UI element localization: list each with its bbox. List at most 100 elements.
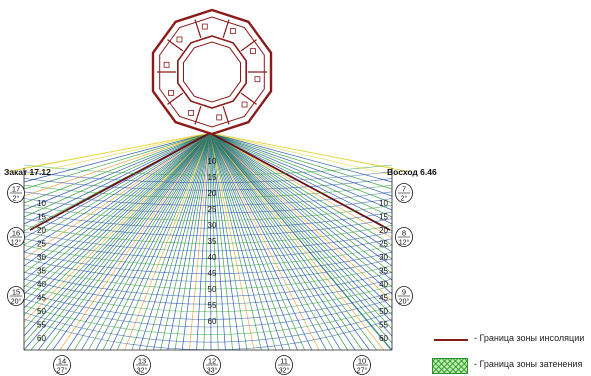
ray-line (102, 132, 211, 351)
ray-line (209, 132, 393, 204)
legend-shading: - Граница зоны затенения (428, 358, 591, 374)
ray-line (209, 132, 393, 295)
shadow-arc (23, 184, 393, 199)
ray-line (37, 132, 211, 351)
ray-line (160, 132, 211, 351)
partition-wall (194, 19, 202, 38)
scale-right-value: 15 (379, 213, 388, 222)
shadow-arc (23, 305, 393, 335)
scale-center-value: 40 (208, 253, 217, 262)
ray-line (209, 132, 370, 351)
partition-wall (240, 92, 257, 105)
hour-marker-hour: 7 (402, 185, 406, 194)
scale-center-value: 30 (208, 221, 217, 230)
partition-wall (240, 39, 257, 52)
scale-center-value: 45 (208, 269, 217, 278)
ray-line (23, 132, 211, 330)
shadow-arc (23, 238, 393, 259)
ray-line (23, 132, 211, 211)
partition-wall (167, 92, 184, 105)
ray-line (209, 132, 269, 351)
hour-marker-hour: 9 (402, 288, 406, 297)
shadow-arc (23, 178, 393, 191)
hour-marker-minutes: 12° (399, 239, 410, 247)
scale-center-value: 50 (208, 285, 217, 294)
ray-line (209, 132, 226, 351)
ray-line (52, 132, 211, 351)
partition-wall (222, 106, 230, 125)
ray-line (209, 132, 393, 225)
ray-line (209, 132, 284, 351)
ray-line (209, 132, 363, 351)
shading-hatch-swatch (432, 358, 468, 374)
ray-line (73, 132, 211, 351)
ray-line (209, 132, 262, 351)
legend-insolation-label: - Граница зоны инсоляции (474, 333, 585, 343)
insolation-line-swatch (434, 339, 468, 341)
room-detail (188, 110, 195, 116)
scale-left-value: 55 (37, 321, 46, 330)
ray-line (45, 132, 211, 351)
ray-line (209, 132, 385, 351)
ray-line (131, 132, 211, 351)
courtyard-wall (183, 41, 241, 103)
scale-right-value: 25 (379, 240, 388, 249)
hour-marker-hour: 12 (208, 357, 216, 366)
ray-line (124, 132, 211, 351)
shadow-arc (23, 285, 393, 313)
ray-line (23, 132, 211, 253)
ray-line (209, 132, 393, 253)
ray-line (209, 132, 393, 337)
hour-marker-left: 172° (7, 183, 25, 203)
ray-line (209, 132, 349, 351)
scale-right-value: 35 (379, 267, 388, 276)
shadow-arc (23, 164, 393, 176)
ray-line (23, 132, 211, 344)
hour-marker-hour: 8 (402, 229, 406, 238)
hour-marker-minutes: 20° (399, 298, 410, 306)
shadow-arc (23, 312, 393, 343)
hour-marker-right: 920° (395, 286, 413, 306)
insolation-boundary-right (209, 132, 391, 231)
ray-line (209, 132, 233, 351)
ray-line (209, 132, 393, 246)
shadow-arc (23, 298, 393, 328)
shadow-arc (23, 191, 393, 206)
shadow-arc (23, 204, 393, 221)
ray-line (209, 132, 393, 323)
ray-line (23, 132, 211, 183)
ray-line (5, 132, 211, 173)
ray-line (209, 132, 212, 351)
scale-left-value: 45 (37, 294, 46, 303)
shadow-arc (23, 271, 393, 297)
scale-left-value: 25 (37, 240, 46, 249)
shadow-arc (23, 258, 393, 282)
scale-left-value: 30 (37, 253, 46, 262)
hour-marker-minutes: 27° (357, 367, 368, 375)
ray-line (23, 132, 211, 267)
ray-line (59, 132, 211, 351)
ray-line (209, 132, 341, 351)
shadow-arc (23, 292, 393, 320)
sunrise-label: Восход 6.46 (387, 167, 437, 177)
legend-shading-label: - Граница зоны затенения (474, 359, 583, 369)
hour-marker-hour: 15 (12, 288, 20, 297)
ray-line (209, 132, 393, 267)
ray-line (23, 132, 211, 246)
scale-left-value: 35 (37, 267, 46, 276)
partition-wall (222, 19, 230, 38)
ray-line (66, 132, 211, 351)
scale-labels: 10 15 20 25 30 35 40 45 50 55 60 10 15 20 25 30 35 40 45 50… (37, 157, 389, 343)
ray-line (209, 132, 393, 274)
ray-line (209, 132, 277, 351)
hour-marker-hour: 16 (12, 229, 20, 238)
ray-line (209, 132, 393, 183)
insolation-boundary-left (29, 132, 211, 231)
shadow-arc (23, 211, 393, 229)
ray-line (23, 132, 211, 337)
ray-line (138, 132, 211, 351)
shadow-arc (23, 251, 393, 275)
hour-marker-hour: 14 (58, 357, 66, 366)
